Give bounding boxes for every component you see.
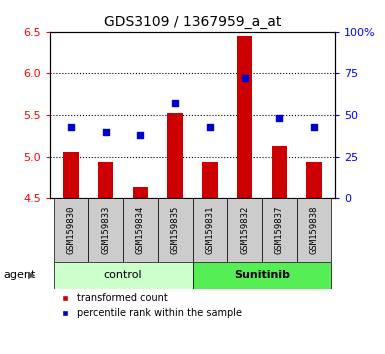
Text: GSM159838: GSM159838: [310, 206, 319, 254]
Bar: [262, 198, 297, 262]
Text: GSM159834: GSM159834: [136, 206, 145, 254]
Text: GSM159832: GSM159832: [240, 206, 249, 254]
Bar: [202, 162, 218, 198]
Bar: [192, 198, 227, 262]
Bar: [88, 198, 123, 262]
Bar: [98, 162, 114, 198]
Bar: [297, 198, 331, 262]
Bar: [63, 153, 79, 198]
Text: control: control: [104, 270, 142, 280]
Point: [207, 124, 213, 130]
Title: GDS3109 / 1367959_a_at: GDS3109 / 1367959_a_at: [104, 16, 281, 29]
Point: [68, 124, 74, 130]
Point: [102, 129, 109, 135]
Bar: [237, 36, 253, 198]
Bar: [192, 262, 331, 289]
Point: [276, 115, 283, 121]
Bar: [54, 198, 88, 262]
Bar: [306, 162, 322, 198]
Bar: [227, 198, 262, 262]
Text: GSM159830: GSM159830: [66, 206, 75, 254]
Text: GSM159831: GSM159831: [205, 206, 214, 254]
Point: [311, 124, 317, 130]
Text: GSM159833: GSM159833: [101, 206, 110, 254]
Text: GSM159835: GSM159835: [171, 206, 180, 254]
Text: GSM159837: GSM159837: [275, 206, 284, 254]
Bar: [123, 198, 158, 262]
Point: [172, 101, 178, 106]
Point: [137, 132, 144, 138]
Text: Sunitinib: Sunitinib: [234, 270, 290, 280]
Bar: [271, 146, 287, 198]
Bar: [167, 113, 183, 198]
Bar: [132, 187, 148, 198]
Text: ▶: ▶: [28, 270, 35, 280]
Legend: transformed count, percentile rank within the sample: transformed count, percentile rank withi…: [55, 293, 242, 318]
Bar: [158, 198, 192, 262]
Bar: [54, 262, 192, 289]
Text: agent: agent: [4, 270, 36, 280]
Point: [241, 76, 248, 81]
